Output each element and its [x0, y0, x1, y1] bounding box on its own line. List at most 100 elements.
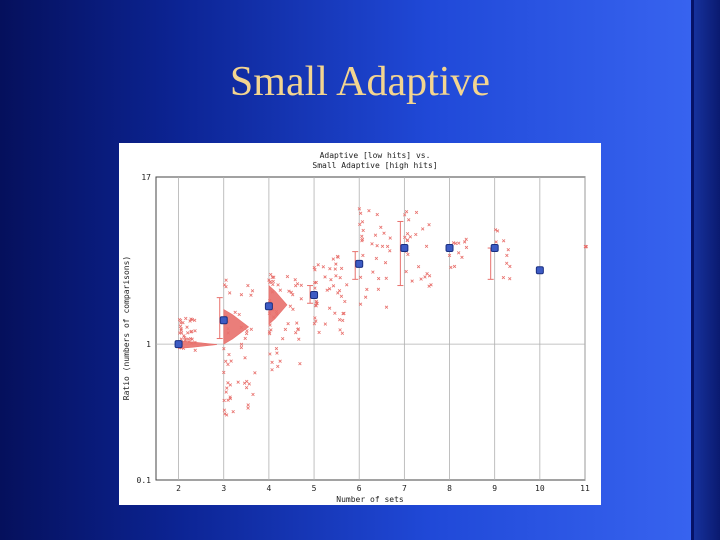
data-point-stroke	[494, 240, 498, 244]
data-point-stroke	[408, 235, 413, 239]
data-point-stroke	[508, 264, 512, 269]
data-point-stroke	[224, 413, 229, 417]
slide-edge-bar	[691, 0, 720, 540]
data-point	[296, 327, 301, 331]
data-point	[584, 245, 589, 249]
data-point	[291, 307, 295, 311]
data-point-stroke	[314, 319, 318, 323]
data-point-stroke	[384, 276, 388, 281]
data-point	[323, 322, 328, 326]
data-point	[376, 276, 381, 281]
data-point	[287, 289, 291, 293]
data-point	[299, 283, 303, 287]
data-point-stroke	[188, 319, 192, 323]
data-point-stroke	[291, 307, 295, 311]
data-point-stroke	[406, 252, 410, 257]
data-point-stroke	[388, 236, 392, 240]
data-point	[314, 319, 318, 323]
data-point	[236, 380, 240, 384]
data-point	[375, 244, 379, 248]
data-point	[338, 328, 342, 332]
x-tick-label: 7	[402, 484, 407, 493]
data-point	[384, 276, 388, 281]
data-point-stroke	[506, 248, 510, 252]
data-point	[286, 321, 290, 326]
data-point	[464, 237, 468, 241]
data-point-stroke	[222, 398, 226, 403]
data-point-stroke	[358, 222, 362, 227]
chart-figure: Adaptive [low hits] vs. Small Adaptive […	[119, 143, 601, 505]
data-point	[407, 218, 411, 222]
data-point-stroke	[278, 288, 283, 292]
data-point	[379, 225, 383, 230]
data-point-stroke	[276, 364, 280, 369]
data-point-stroke	[247, 382, 251, 386]
data-point	[408, 235, 413, 239]
data-point-stroke	[376, 276, 381, 281]
data-point-stroke	[222, 408, 227, 412]
data-point	[228, 383, 233, 387]
data-point	[341, 318, 345, 323]
data-point	[222, 283, 227, 287]
data-point-stroke	[246, 283, 250, 288]
axis-ticks: 2 3 4 5 6 7 8 9 10 11 0.1 1 17	[137, 173, 590, 493]
data-point-stroke	[452, 264, 457, 269]
x-tick-label: 11	[580, 484, 590, 493]
data-point	[321, 265, 326, 269]
data-point-stroke	[299, 283, 303, 287]
data-point-stroke	[182, 334, 186, 338]
data-point	[184, 316, 188, 321]
data-point-stroke	[228, 383, 233, 387]
data-point	[388, 236, 392, 240]
data-point	[317, 330, 321, 335]
data-point	[505, 261, 509, 265]
data-point	[271, 282, 275, 287]
data-point	[363, 295, 368, 299]
data-point	[222, 408, 227, 412]
x-tick-label: 4	[266, 484, 271, 493]
data-point	[337, 318, 342, 322]
data-point-stroke	[286, 321, 290, 326]
data-point-stroke	[402, 213, 407, 217]
data-point-stroke	[464, 245, 469, 250]
data-point	[233, 310, 237, 315]
data-point	[244, 331, 249, 336]
data-point	[228, 396, 233, 401]
data-point-stroke	[361, 228, 365, 233]
data-point	[312, 322, 317, 326]
data-point	[226, 362, 230, 367]
data-point-stroke	[179, 331, 184, 335]
data-point-stroke	[360, 220, 365, 224]
data-point	[283, 327, 288, 332]
data-point-stroke	[226, 362, 230, 367]
data-point	[246, 406, 250, 410]
data-point	[365, 287, 369, 292]
data-point-stroke	[243, 336, 247, 341]
data-point	[228, 291, 232, 295]
data-point	[383, 261, 388, 265]
data-points	[177, 207, 589, 417]
data-point-stroke	[313, 286, 317, 290]
data-point	[190, 317, 195, 322]
data-point-stroke	[379, 225, 383, 230]
data-point-stroke	[427, 223, 431, 227]
mean-marker	[445, 244, 454, 253]
data-point-stroke	[360, 234, 364, 238]
data-point	[226, 398, 230, 402]
mean-marker	[490, 244, 499, 253]
data-point	[508, 264, 512, 269]
data-point	[339, 266, 344, 271]
data-point-stroke	[338, 275, 342, 280]
data-point-stroke	[331, 284, 336, 288]
data-point-stroke	[403, 235, 407, 239]
mean-marker	[310, 291, 319, 300]
data-point	[406, 252, 410, 257]
data-point	[250, 289, 255, 293]
data-point	[327, 306, 332, 310]
data-point-stroke	[289, 290, 293, 295]
data-point	[179, 337, 184, 341]
data-point	[316, 263, 320, 267]
data-point-stroke	[233, 310, 237, 315]
error-bars	[216, 220, 494, 340]
data-point-stroke	[501, 239, 506, 243]
